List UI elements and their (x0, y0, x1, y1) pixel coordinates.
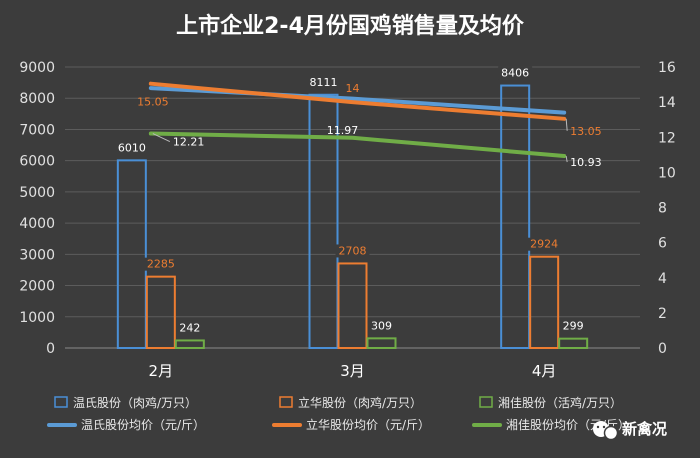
series-line (148, 81, 567, 121)
y-right-tick-label: 4 (658, 271, 667, 287)
bar-label-bg (306, 75, 341, 89)
y-left-tick-label: 9000 (19, 60, 55, 76)
y-right-tick-label: 2 (658, 306, 667, 322)
line-data-label: 11.97 (327, 124, 359, 137)
leader-line (565, 155, 568, 163)
bar-data-label: 309 (371, 319, 392, 332)
legend: 温氏股份（肉鸡/万只） 立华股份（肉鸡/万只） 湘佳股份（活鸡/万只） 温氏股份均价（… (47, 395, 630, 432)
watermark-text: 新禽况 (622, 420, 667, 438)
bar (174, 339, 205, 349)
bar-label-bg (498, 66, 533, 80)
legend-entry: 温氏股份均价（元/斤） (81, 418, 205, 432)
bar-label-bg (368, 319, 395, 333)
y-left-tick-label: 8000 (19, 91, 55, 107)
bar (145, 275, 176, 350)
y-left-tick-label: 5000 (19, 185, 55, 201)
bar-data-label: 2924 (530, 238, 558, 251)
bar-data-label: 6010 (118, 141, 146, 154)
bar-label-bg (527, 237, 562, 251)
legend-swatch (54, 396, 68, 408)
legend-entry: 湘佳股份（活鸡/万只） (498, 395, 622, 410)
y-left-tick-label: 7000 (19, 122, 55, 138)
bar-data-label: 2285 (147, 258, 175, 271)
x-tick-label: 3月 (340, 362, 365, 380)
bar-data-label: 8111 (310, 76, 338, 89)
leader-line (565, 118, 568, 131)
line-data-label: 10.93 (570, 156, 602, 169)
line-data-label: 13.05 (570, 125, 602, 138)
y-right-tick-label: 8 (658, 201, 667, 217)
bar-data-label: 299 (563, 320, 584, 333)
bar-label-bg (143, 257, 178, 271)
y-left-tick-label: 0 (46, 341, 55, 357)
line-data-label: 15.05 (137, 96, 169, 109)
legend-entry: 立华股份（肉鸡/万只） (298, 395, 422, 410)
wechat-icon (593, 421, 619, 441)
bars (116, 84, 589, 350)
bar-label-bg (559, 319, 587, 333)
bar (529, 255, 560, 349)
y-left-tick-label: 3000 (19, 247, 55, 263)
leader-line (152, 133, 171, 143)
y-left-tick-label: 6000 (19, 154, 55, 170)
y-right-tick-label: 12 (658, 130, 676, 146)
chart-title: 上市企业2-4月份国鸡销售量及均价 (176, 13, 525, 39)
y-right-tick-label: 6 (658, 236, 667, 252)
x-tick-label: 4月 (532, 362, 557, 380)
bar (308, 93, 339, 349)
data-labels: 6010 8111 8406 2285 2708 2924 242 309 299 15.05 14… (114, 66, 602, 335)
y-left-tick-label: 1000 (19, 310, 55, 326)
bar (500, 84, 531, 350)
y-right-tick-label: 14 (658, 95, 676, 111)
bar-label-bg (335, 244, 370, 258)
y-left-tick-label: 2000 (19, 279, 55, 295)
bar-label-bg (114, 141, 149, 155)
bar (116, 159, 147, 349)
bar (337, 262, 368, 349)
bar-data-label: 8406 (501, 67, 529, 80)
legend-entry: 温氏股份（肉鸡/万只） (73, 395, 197, 410)
series-line (148, 131, 567, 159)
bar (558, 337, 589, 349)
y-right-tick-label: 16 (658, 60, 676, 76)
y-right-tick-label: 10 (658, 165, 676, 181)
legend-swatch (279, 396, 293, 408)
watermark: 新禽况 (593, 420, 667, 441)
bar-label-bg (176, 321, 204, 335)
y-left-tick-label: 4000 (19, 216, 55, 232)
x-tick-label: 2月 (149, 362, 174, 380)
axes: 0100020003000400050006000700080009000024… (19, 60, 676, 380)
legend-entry: 立华股份均价（元/斤） (306, 417, 430, 432)
bar-data-label: 242 (179, 321, 200, 334)
line-data-label: 14 (346, 82, 360, 95)
lines (148, 81, 567, 159)
bar (366, 337, 397, 349)
grid (65, 66, 640, 349)
y-right-tick-label: 0 (658, 341, 667, 357)
line-data-label: 12.21 (173, 136, 205, 149)
bar-data-label: 2708 (339, 244, 367, 257)
legend-swatch (479, 396, 493, 408)
